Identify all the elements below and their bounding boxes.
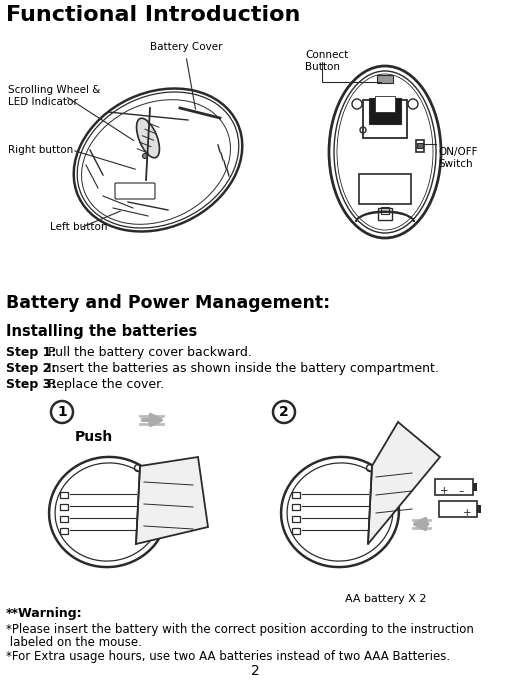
Text: *Please insert the battery with the correct position according to the instructio: *Please insert the battery with the corr… — [6, 623, 473, 636]
Bar — [415, 140, 423, 152]
Text: Push: Push — [75, 430, 113, 444]
Text: Scrolling Wheel &
LED Indicator: Scrolling Wheel & LED Indicator — [8, 85, 100, 107]
Bar — [377, 208, 391, 220]
Bar — [472, 483, 476, 491]
Bar — [376, 75, 392, 83]
Text: Battery Cover: Battery Cover — [150, 42, 222, 52]
Text: Right button: Right button — [8, 145, 73, 155]
Bar — [60, 504, 68, 510]
Text: **Warning:: **Warning: — [6, 607, 82, 620]
Circle shape — [142, 153, 147, 159]
Bar — [60, 516, 68, 522]
Bar — [60, 492, 68, 498]
Text: Connect
Button: Connect Button — [304, 50, 348, 72]
Text: Step 3:: Step 3: — [6, 378, 56, 391]
Bar — [369, 98, 400, 124]
Bar — [374, 96, 394, 112]
Text: +: + — [462, 508, 471, 518]
Text: Left button: Left button — [50, 222, 107, 232]
Text: Functional Introduction: Functional Introduction — [6, 5, 300, 25]
Text: +: + — [439, 486, 448, 496]
Ellipse shape — [49, 457, 166, 567]
Text: Step 1:: Step 1: — [6, 346, 56, 359]
Text: *For Extra usage hours, use two AA batteries instead of two AAA Batteries.: *For Extra usage hours, use two AA batte… — [6, 650, 449, 663]
Text: –: – — [458, 486, 463, 496]
Bar — [434, 479, 472, 495]
Text: Installing the batteries: Installing the batteries — [6, 324, 197, 339]
Text: AA battery X 2: AA battery X 2 — [344, 594, 426, 604]
Text: ON/OFF
Switch: ON/OFF Switch — [437, 147, 476, 169]
Bar — [476, 505, 480, 513]
Text: 1: 1 — [57, 405, 67, 419]
Bar — [292, 504, 299, 510]
Text: Battery and Power Management:: Battery and Power Management: — [6, 294, 330, 312]
Text: Step 2:: Step 2: — [6, 362, 56, 375]
Bar — [292, 492, 299, 498]
Text: Replace the cover.: Replace the cover. — [44, 378, 164, 391]
Bar — [60, 528, 68, 534]
Bar — [438, 501, 476, 517]
Bar — [416, 143, 422, 148]
Text: labeled on the mouse.: labeled on the mouse. — [6, 636, 142, 649]
Text: 2: 2 — [278, 405, 288, 419]
Bar — [292, 528, 299, 534]
Polygon shape — [136, 457, 208, 544]
Ellipse shape — [136, 118, 159, 158]
Text: Insert the batteries as shown inside the battery compartment.: Insert the batteries as shown inside the… — [44, 362, 438, 375]
Text: 2: 2 — [250, 664, 259, 678]
Bar — [380, 207, 388, 214]
Bar — [362, 100, 406, 138]
Ellipse shape — [280, 457, 398, 567]
Bar — [292, 516, 299, 522]
Text: Pull the battery cover backward.: Pull the battery cover backward. — [44, 346, 251, 359]
Bar — [358, 174, 410, 204]
Polygon shape — [367, 422, 439, 544]
